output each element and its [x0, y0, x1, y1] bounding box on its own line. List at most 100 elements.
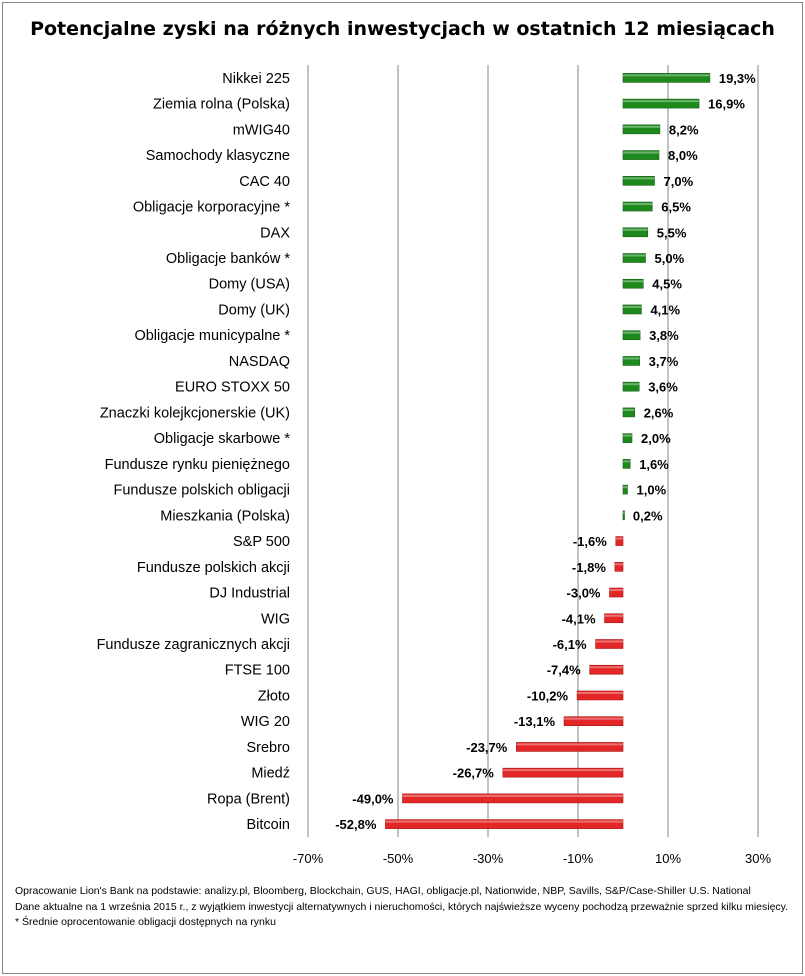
data-label: -10,2%: [527, 688, 569, 703]
category-label: Złoto: [258, 688, 290, 704]
source-note: Opracowanie Lion's Bank na podstawie: an…: [15, 885, 751, 897]
data-label: 16,9%: [708, 97, 745, 112]
data-label: -49,0%: [352, 791, 394, 806]
data-label: -4,1%: [562, 611, 596, 626]
data-label: -23,7%: [466, 740, 508, 755]
data-label: -7,4%: [547, 663, 581, 678]
bar-highlight: [623, 280, 644, 283]
bar-highlight: [577, 691, 623, 694]
bar: [622, 278, 644, 289]
data-label: -52,8%: [335, 817, 377, 832]
bar-highlight: [402, 794, 623, 797]
category-label: WIG 20: [241, 714, 290, 730]
category-label: Fundusze polskich akcji: [137, 560, 290, 576]
bar: [622, 459, 631, 469]
category-label: Ropa (Brent): [207, 791, 290, 807]
data-label: 6,5%: [661, 200, 691, 215]
bar-highlight: [564, 717, 623, 720]
bar-highlight: [595, 640, 623, 643]
bar-highlight: [615, 537, 623, 540]
footnote: * Średnie oprocentowanie obligacji dostę…: [15, 916, 276, 928]
bar-highlight: [623, 383, 640, 386]
bar: [563, 716, 624, 727]
category-label: Fundusze rynku pieniężnego: [105, 457, 290, 473]
category-label: FTSE 100: [225, 663, 290, 679]
data-label: 3,6%: [648, 380, 678, 395]
bar-highlight: [609, 589, 623, 592]
category-label: Domy (USA): [209, 277, 290, 293]
bar-highlight: [623, 177, 655, 180]
bar: [622, 510, 625, 521]
data-label: 0,2%: [633, 508, 663, 523]
bar: [622, 356, 640, 366]
category-label: S&P 500: [233, 534, 290, 550]
data-label: 3,7%: [649, 354, 679, 369]
bar: [589, 664, 624, 675]
data-label: 7,0%: [664, 174, 694, 189]
category-label: Ziemia rolna (Polska): [153, 97, 290, 113]
data-label: 5,0%: [655, 251, 685, 266]
category-label: CAC 40: [239, 174, 290, 190]
date-note: Dane aktualne na 1 września 2015 r., z w…: [15, 900, 789, 913]
x-tick-label: -70%: [293, 851, 324, 866]
bar-highlight: [623, 151, 659, 154]
bar: [622, 433, 633, 443]
bar: [622, 98, 700, 109]
bar: [614, 561, 624, 572]
data-label: -6,1%: [553, 637, 587, 652]
data-label: 8,0%: [668, 148, 698, 163]
data-label: 1,0%: [637, 483, 667, 498]
category-label: Obligacje municypalne *: [134, 328, 290, 344]
data-label: 2,6%: [644, 405, 674, 420]
bar-highlight: [502, 769, 623, 772]
category-label: Mieszkania (Polska): [160, 508, 290, 524]
bar-highlight: [623, 357, 640, 360]
bar-highlight: [623, 434, 632, 437]
bar: [622, 201, 653, 212]
bar-chart: -70% -50% -30% -10% 10% 30% Nikkei 225 19,3% Zie…: [97, 65, 771, 866]
category-label: Samochody klasyczne: [146, 148, 290, 164]
bar-highlight: [385, 820, 623, 823]
bar: [622, 73, 711, 83]
category-label: Nikkei 225: [222, 71, 290, 87]
bar: [622, 330, 641, 341]
bar: [385, 819, 624, 829]
category-label: EURO STOXX 50: [175, 380, 290, 396]
bar-highlight: [623, 228, 648, 231]
bar-highlight: [589, 666, 623, 669]
bar-highlight: [623, 254, 646, 257]
bar-highlight: [604, 614, 623, 617]
category-label: Obligacje korporacyjne *: [133, 200, 291, 216]
x-tick-label: 10%: [655, 851, 681, 866]
bar: [516, 742, 624, 752]
data-label: 1,6%: [639, 457, 669, 472]
data-label: -3,0%: [567, 586, 601, 601]
chart-title: Potencjalne zyski na różnych inwestycjac…: [30, 18, 775, 40]
bar: [622, 253, 646, 263]
bar: [604, 613, 624, 624]
bar: [615, 536, 624, 546]
bar-highlight: [623, 203, 653, 206]
data-label: 8,2%: [669, 122, 699, 137]
bar-highlight: [623, 125, 660, 128]
bar: [576, 690, 624, 701]
bar-highlight: [623, 305, 642, 308]
bar-highlight: [623, 511, 625, 514]
category-label: Obligacje banków *: [166, 251, 290, 267]
bar: [609, 587, 624, 598]
bar: [622, 407, 635, 418]
category-label: DAX: [260, 225, 290, 241]
data-label: 4,5%: [652, 277, 682, 292]
bar: [622, 227, 649, 238]
data-label: -1,6%: [573, 534, 607, 549]
bar-highlight: [614, 563, 623, 566]
data-label: 5,5%: [657, 225, 687, 240]
bar: [622, 150, 660, 160]
bar-highlight: [623, 74, 710, 77]
bar: [502, 767, 624, 778]
data-label: 4,1%: [650, 302, 680, 317]
data-label: 2,0%: [641, 431, 671, 446]
bar: [402, 793, 624, 804]
category-label: Bitcoin: [246, 817, 290, 833]
